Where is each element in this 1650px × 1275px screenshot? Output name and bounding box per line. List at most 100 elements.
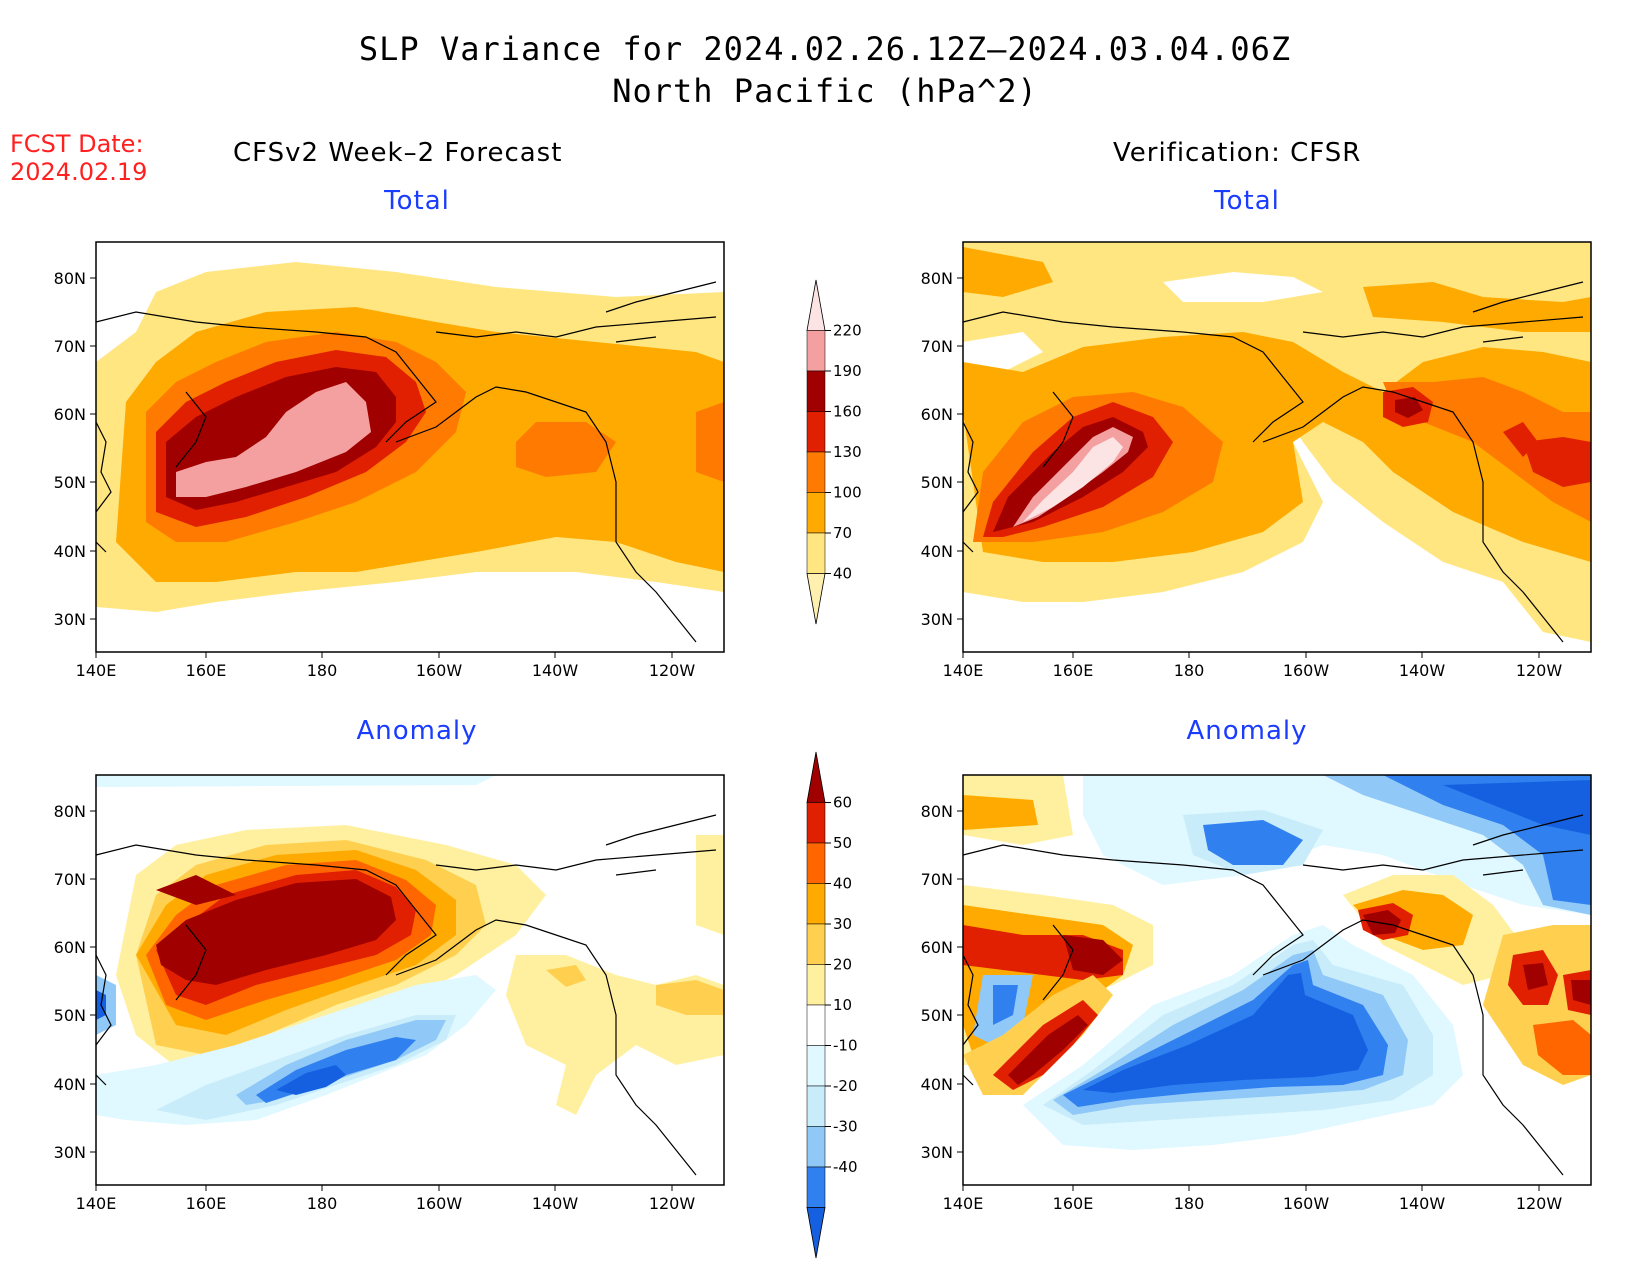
lat-tick-label: 40N [921,1075,953,1094]
lat-tick-label: 50N [54,473,86,492]
colorbar-segment [806,279,826,331]
shade-pos-e3 [1523,963,1591,1005]
lat-tick-label: 60N [921,405,953,424]
shade-190 [176,382,371,497]
lon-tick-label: 140E [943,661,984,680]
colorbar-label: -40 [833,1158,858,1176]
lon-tick-label: 160W [416,661,463,680]
lat-tick-label: 50N [54,1006,86,1025]
shade-white-north [1163,272,1323,302]
lon-tick-label: 140W [1399,1194,1446,1213]
frame [962,774,1592,1186]
lon-tick-label: 160E [1053,661,1094,680]
colorbar-segment [806,370,826,412]
lon-tick-label: 140W [532,1194,579,1213]
lat-tick-label: 60N [54,405,86,424]
lat-tick-label: 70N [921,870,953,889]
lon-tick-label: 180 [307,661,338,680]
colorbar-label: 190 [833,362,862,380]
colorbar-segment [806,883,826,925]
colorbar-segment [806,1126,826,1168]
main-title: SLP Variance for 2024.02.26.12Z–2024.03.… [358,30,1292,68]
shade-130-far [1503,422,1591,487]
colorbar-label: 30 [833,915,852,933]
lat-tick-label: 80N [54,802,86,821]
verification-column-header: Verification: CFSR [1113,138,1362,168]
shade-neg-west2 [993,985,1018,1025]
shade-white-nw [963,332,1043,372]
colorbar-segment [806,923,826,965]
coastlines [95,814,717,1176]
panel-title-forecast-anomaly: Anomaly [356,716,478,746]
lat-tick-label: 30N [921,610,953,629]
shade-red-sw3 [1008,1015,1088,1085]
colorbar-segment [806,1207,826,1259]
colorbar-segment [806,1166,826,1208]
lon-tick-label: 160W [1283,661,1330,680]
panel-title-verification-anomaly: Anomaly [1186,716,1308,746]
shade-30-nw [963,795,1038,830]
colorbar-label: 60 [833,794,852,812]
colorbar-anomaly: 60 50 40 30 20 10 -10 -20 -30 -40 [806,751,858,1259]
lon-tick-label: 120W [1516,661,1563,680]
coastlines [962,281,1584,643]
lat-tick-label: 80N [54,269,86,288]
colorbar-label: 10 [833,996,852,1014]
colorbar-label: 130 [833,443,862,461]
lon-tick-label: 180 [307,1194,338,1213]
colorbar-segment [806,451,826,493]
lat-tick-label: 30N [54,1143,86,1162]
lon-tick-label: 140W [1399,661,1446,680]
colorbar-segment [806,411,826,453]
lon-tick-label: 140E [76,1194,117,1213]
lon-tick-label: 160E [186,661,227,680]
coastlines [95,281,717,643]
main-subtitle: North Pacific (hPa^2) [612,72,1038,110]
map-forecast-total [95,241,725,653]
lon-tick-label: 120W [1516,1194,1563,1213]
shade-60 [156,875,396,985]
colorbar-label: 20 [833,956,852,974]
frame [95,774,725,1186]
lat-tick-label: 70N [921,337,953,356]
colorbar-segment [806,751,826,803]
map-verification-anomaly [962,774,1592,1186]
colorbar-segment [806,330,826,372]
shade-neg50 [276,1065,346,1095]
lat-tick-label: 40N [921,542,953,561]
shade-neg50-ne [1443,780,1591,835]
colorbar-segment [806,532,826,574]
fcst-date-label: FCST Date: [10,130,144,158]
lat-tick-label: 80N [921,802,953,821]
colorbar-label: 220 [833,322,862,340]
frame [962,241,1592,653]
shade-220 [1023,437,1123,522]
colorbar-segment [806,1085,826,1127]
fcst-date-value: 2024.02.19 [10,158,148,186]
lon-tick-label: 160W [1283,1194,1330,1213]
shade-100-edge [696,402,724,482]
map-forecast-anomaly [95,774,725,1186]
colorbar-segment [806,802,826,844]
shade-neg40-north [1203,820,1303,865]
axis-labels: 80N 70N 60N 50N 40N 30N 140E 160E 180 160W 140W 120… [54,269,1563,1213]
frame [95,241,725,653]
colorbar-segment [806,1045,826,1087]
lon-tick-label: 160E [186,1194,227,1213]
panel-title-forecast-total: Total [384,186,450,216]
colorbar-label: -30 [833,1118,858,1136]
lon-tick-label: 120W [649,661,696,680]
lon-tick-label: 140E [943,1194,984,1213]
lat-tick-label: 60N [54,938,86,957]
shade-pos-ne4 [1363,910,1401,935]
colorbar-segment [806,964,826,1006]
lat-tick-label: 30N [921,1143,953,1162]
colorbar-label: 40 [833,875,852,893]
shade-160-east [1395,397,1423,418]
lat-tick-label: 60N [921,938,953,957]
colorbar-segment [806,573,826,625]
lat-tick-label: 50N [921,1006,953,1025]
lat-tick-label: 30N [54,610,86,629]
map-verification-total [962,241,1592,653]
